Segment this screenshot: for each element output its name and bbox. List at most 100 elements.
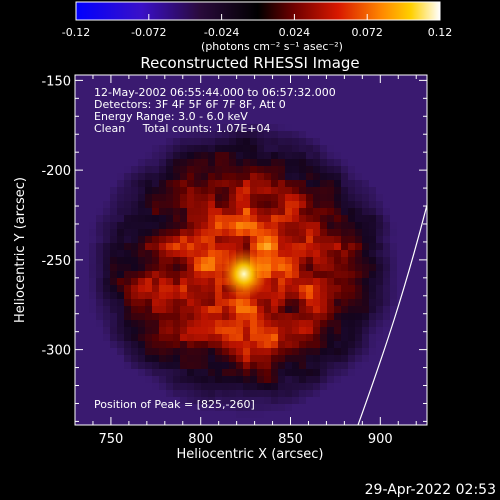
image-pixel: [215, 397, 222, 404]
image-pixel: [334, 341, 341, 348]
image-pixel: [82, 236, 89, 243]
image-pixel: [264, 180, 271, 187]
image-pixel: [425, 411, 427, 418]
image-pixel: [257, 124, 264, 131]
image-pixel: [250, 75, 257, 82]
image-pixel: [173, 271, 180, 278]
image-pixel: [285, 131, 292, 138]
image-pixel: [180, 215, 187, 222]
image-pixel: [215, 327, 222, 334]
image-pixel: [75, 187, 82, 194]
image-pixel: [362, 271, 369, 278]
image-pixel: [306, 110, 313, 117]
image-pixel: [369, 159, 376, 166]
image-pixel: [334, 285, 341, 292]
image-pixel: [96, 250, 103, 257]
image-pixel: [243, 376, 250, 383]
image-pixel: [348, 152, 355, 159]
image-pixel: [299, 131, 306, 138]
image-pixel: [96, 89, 103, 96]
image-pixel: [145, 397, 152, 404]
image-pixel: [82, 320, 89, 327]
image-pixel: [404, 334, 411, 341]
image-pixel: [131, 376, 138, 383]
image-pixel: [103, 96, 110, 103]
image-pixel: [243, 180, 250, 187]
image-pixel: [348, 341, 355, 348]
image-pixel: [131, 327, 138, 334]
image-pixel: [103, 313, 110, 320]
image-pixel: [187, 208, 194, 215]
image-pixel: [362, 166, 369, 173]
image-pixel: [264, 362, 271, 369]
image-pixel: [180, 96, 187, 103]
image-pixel: [292, 159, 299, 166]
image-pixel: [257, 96, 264, 103]
image-pixel: [341, 201, 348, 208]
image-pixel: [222, 96, 229, 103]
image-pixel: [278, 348, 285, 355]
image-pixel: [348, 369, 355, 376]
image-pixel: [383, 334, 390, 341]
image-pixel: [362, 208, 369, 215]
image-pixel: [306, 222, 313, 229]
image-pixel: [376, 369, 383, 376]
image-pixel: [201, 390, 208, 397]
image-pixel: [362, 173, 369, 180]
image-pixel: [180, 187, 187, 194]
image-pixel: [117, 96, 124, 103]
image-pixel: [285, 145, 292, 152]
image-pixel: [285, 96, 292, 103]
image-pixel: [418, 82, 425, 89]
image-pixel: [292, 418, 299, 425]
image-pixel: [341, 250, 348, 257]
image-pixel: [383, 327, 390, 334]
image-pixel: [327, 152, 334, 159]
image-pixel: [313, 215, 320, 222]
image-pixel: [236, 159, 243, 166]
image-pixel: [397, 187, 404, 194]
image-pixel: [334, 152, 341, 159]
image-pixel: [131, 208, 138, 215]
image-pixel: [138, 390, 145, 397]
image-pixel: [418, 257, 425, 264]
image-pixel: [180, 320, 187, 327]
image-pixel: [152, 96, 159, 103]
image-pixel: [180, 383, 187, 390]
image-pixel: [75, 306, 82, 313]
image-pixel: [390, 82, 397, 89]
image-pixel: [236, 404, 243, 411]
image-pixel: [313, 201, 320, 208]
colorbar-tick-labels: -0.12 -0.072 -0.024 0.024 0.072 0.12: [62, 26, 452, 39]
image-pixel: [75, 348, 82, 355]
image-pixel: [152, 138, 159, 145]
image-pixel: [320, 194, 327, 201]
image-pixel: [215, 166, 222, 173]
image-pixel: [117, 264, 124, 271]
image-pixel: [313, 313, 320, 320]
image-pixel: [131, 152, 138, 159]
image-pixel: [313, 348, 320, 355]
image-pixel: [397, 327, 404, 334]
image-pixel: [82, 201, 89, 208]
image-pixel: [89, 278, 96, 285]
image-pixel: [264, 110, 271, 117]
image-pixel: [180, 75, 187, 82]
image-pixel: [131, 418, 138, 425]
image-pixel: [383, 250, 390, 257]
image-pixel: [103, 215, 110, 222]
image-pixel: [264, 411, 271, 418]
image-pixel: [131, 82, 138, 89]
image-pixel: [327, 383, 334, 390]
image-pixel: [306, 124, 313, 131]
image-pixel: [390, 75, 397, 82]
image-pixel: [222, 292, 229, 299]
image-pixel: [75, 376, 82, 383]
image-pixel: [103, 320, 110, 327]
image-pixel: [236, 299, 243, 306]
image-pixel: [89, 299, 96, 306]
image-pixel: [124, 173, 131, 180]
image-pixel: [194, 138, 201, 145]
image-pixel: [145, 96, 152, 103]
image-pixel: [110, 383, 117, 390]
